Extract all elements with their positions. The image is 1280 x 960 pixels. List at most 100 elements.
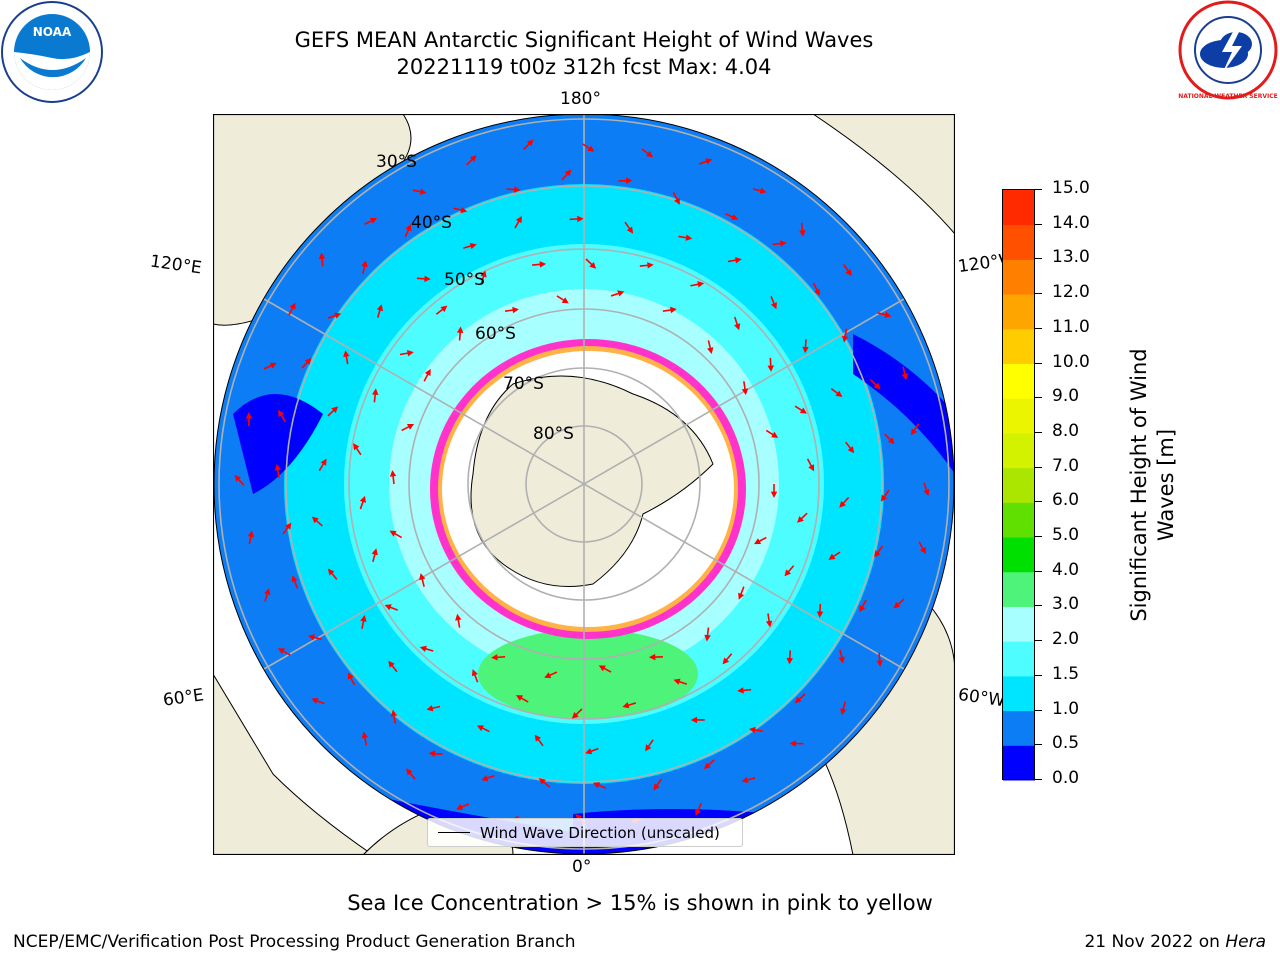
- colorbar-tick-mark: [1035, 501, 1042, 503]
- colorbar-tick-mark: [1035, 640, 1042, 642]
- wave-arrow-head: [406, 349, 414, 357]
- footer-left: NCEP/EMC/Verification Post Processing Pr…: [13, 932, 576, 952]
- wave-arrow-head: [476, 725, 485, 732]
- colorbar-tick-label: 14.0: [1052, 212, 1090, 233]
- colorbar-label-line-1: Significant Height of Wind: [1127, 348, 1151, 622]
- colorbar-tick-mark: [1035, 674, 1042, 676]
- footer-machine: Hera: [1225, 932, 1266, 952]
- wave-arrow-head: [835, 390, 843, 397]
- wave-arrow-head: [828, 553, 836, 560]
- wave-arrow-head: [353, 443, 360, 451]
- wave-arrow-head: [648, 653, 656, 661]
- colorbar-tick-mark: [1035, 709, 1042, 711]
- wave-arrow-head: [526, 139, 534, 147]
- wave-arrow-head: [371, 548, 378, 556]
- colorbar-bin: [1003, 224, 1035, 260]
- wave-arrow-head: [389, 530, 397, 537]
- colorbar-bin: [1003, 537, 1035, 573]
- colorbar-tick-label: 15.0: [1052, 178, 1090, 198]
- polar-map: [213, 114, 955, 855]
- wave-arrow-head: [515, 695, 524, 702]
- colorbar-tick-mark: [1035, 397, 1042, 399]
- wave-arrow-head: [384, 604, 392, 611]
- wave-arrow-head: [705, 158, 713, 165]
- wave-arrow-head: [784, 569, 792, 577]
- wave-arrow-head: [841, 335, 849, 343]
- wave-arrow-head: [426, 705, 434, 712]
- wave-arrow-head: [695, 808, 702, 816]
- wave-arrow-head: [424, 368, 431, 377]
- wave-arrow-head: [840, 708, 847, 716]
- wave-arrow-head: [390, 709, 398, 717]
- wave-arrow-head: [343, 350, 350, 358]
- wave-arrow-head: [327, 568, 335, 576]
- wave-arrow-head: [587, 145, 595, 152]
- wave-arrow-head: [469, 155, 477, 162]
- nws-logo-text: NATIONAL WEATHER SERVICE: [1178, 93, 1277, 100]
- wave-arrow-head: [469, 242, 477, 250]
- wave-arrow-head: [513, 186, 521, 193]
- wave-arrow-head: [274, 463, 282, 471]
- wave-arrow-head: [685, 234, 693, 241]
- wave-arrow-head: [419, 645, 427, 652]
- wave-arrow-head: [515, 215, 522, 224]
- wave-arrow-head: [369, 218, 378, 224]
- wave-arrow-head: [512, 306, 519, 314]
- colorbar-tick-label: 9.0: [1052, 386, 1080, 407]
- wave-arrow-head: [703, 762, 711, 770]
- colorbar-tick-mark: [1035, 327, 1042, 329]
- wave-arrow-head: [737, 687, 744, 694]
- wave-arrow-head: [598, 665, 606, 672]
- wave-arrow-head: [674, 197, 680, 205]
- colorbar-bin: [1003, 294, 1035, 330]
- lon-label-60e: 60°E: [161, 685, 206, 711]
- colorbar-tick-label: 0.5: [1052, 733, 1080, 754]
- wave-arrow-head: [376, 304, 384, 312]
- colorbar-bin: [1003, 502, 1035, 538]
- wave-arrow-head: [741, 388, 749, 396]
- wave-arrow-head: [311, 697, 319, 704]
- wave-arrow-head: [653, 783, 660, 791]
- wave-arrow-head: [647, 262, 654, 269]
- wave-arrow-head: [585, 748, 593, 755]
- colorbar-tick-mark: [1035, 189, 1042, 190]
- colorbar-tick-label: 2.0: [1052, 629, 1080, 650]
- wave-arrow-head: [320, 458, 327, 466]
- colorbar-tick-mark: [1035, 293, 1042, 295]
- wave-arrow-head: [544, 672, 552, 679]
- wave-arrow-head: [770, 302, 777, 310]
- wave-arrow-head: [697, 281, 705, 288]
- noaa-logo-text: NOAA: [33, 25, 72, 39]
- wave-arrow-head: [371, 388, 379, 396]
- colorbar-tick-label: 10.0: [1052, 351, 1090, 372]
- wave-arrow-head: [311, 516, 319, 524]
- colorbar-tick-label: 0.0: [1052, 768, 1080, 788]
- wave-arrow-head: [561, 297, 569, 304]
- wave-arrow-head: [847, 446, 855, 454]
- colorbar-tick-mark: [1035, 779, 1042, 780]
- wave-direction-arrows: [234, 139, 930, 825]
- wave-arrow-head: [388, 660, 395, 668]
- lon-label-180: 180°: [560, 89, 601, 109]
- wave-arrow-head: [405, 224, 412, 232]
- wave-arrow-head: [359, 495, 366, 503]
- wave-arrow-head: [307, 634, 315, 641]
- wave-arrow-head: [589, 262, 597, 269]
- wave-arrow-head: [440, 305, 448, 313]
- wave-arrow-head: [771, 431, 779, 438]
- wave-arrow-head: [625, 177, 633, 184]
- lat-label-80s: 80°S: [533, 424, 574, 444]
- wave-arrow-head: [645, 744, 652, 752]
- wave-arrow-head: [456, 804, 464, 810]
- wave-arrow-head: [247, 530, 254, 538]
- wave-arrow-head: [704, 634, 711, 642]
- wave-arrow-head: [491, 654, 498, 661]
- wave-arrow-head: [626, 226, 634, 234]
- wave-arrow-head: [278, 409, 285, 417]
- lon-label-60w: 60°W: [956, 684, 1006, 712]
- lon-label-0: 0°: [572, 857, 592, 877]
- colorbar-bin: [1003, 467, 1035, 503]
- wave-arrow-head: [794, 696, 802, 704]
- legend-label: Wind Wave Direction (unscaled): [480, 823, 720, 842]
- wave-arrow-head: [456, 326, 464, 334]
